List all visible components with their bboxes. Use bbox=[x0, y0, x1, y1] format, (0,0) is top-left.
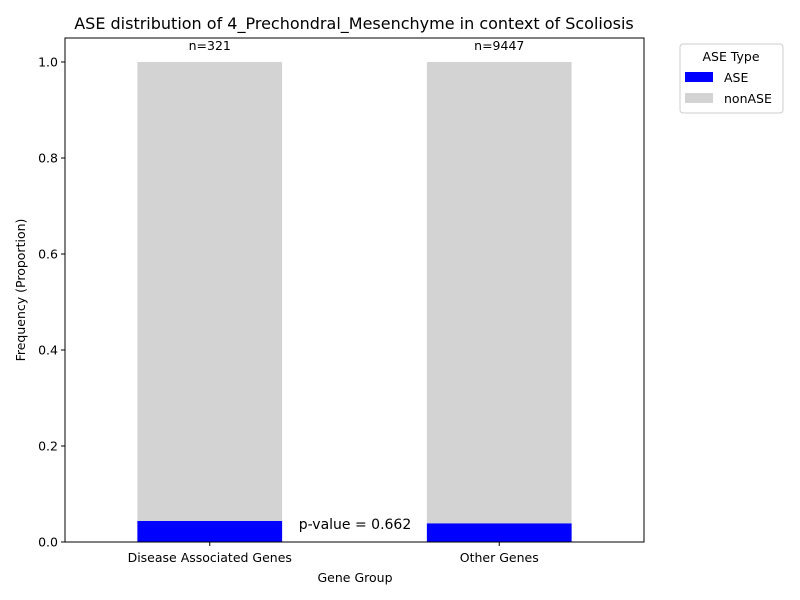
plot-frame bbox=[64, 37, 645, 543]
bar-count-label: n=9447 bbox=[474, 38, 524, 53]
y-tick-label: 0.6 bbox=[38, 247, 58, 262]
y-axis-title: Frequency (Proportion) bbox=[13, 219, 28, 362]
y-tick-label: 0.0 bbox=[38, 535, 58, 550]
y-tick-label: 0.8 bbox=[38, 151, 58, 166]
x-axis: Disease Associated Genes Other Genes bbox=[128, 542, 539, 565]
bar-ase-1 bbox=[137, 520, 283, 542]
bar-nonase-1 bbox=[137, 62, 283, 521]
bar-ase-2 bbox=[426, 523, 572, 542]
y-axis: 0.0 0.2 0.4 0.6 0.8 1.0 bbox=[38, 55, 65, 550]
y-tick-label: 0.2 bbox=[38, 439, 58, 454]
y-tick-label: 0.4 bbox=[38, 343, 58, 358]
legend-swatch-nonase bbox=[685, 93, 713, 103]
legend-label-ase: ASE bbox=[724, 70, 748, 85]
x-tick-label: Other Genes bbox=[460, 550, 539, 565]
x-axis-title: Gene Group bbox=[317, 570, 392, 585]
y-tick-label: 1.0 bbox=[38, 55, 58, 70]
bar-count-label: n=321 bbox=[189, 38, 231, 53]
legend-swatch-ase bbox=[685, 72, 713, 82]
bar-nonase-2 bbox=[426, 62, 572, 524]
plot-marks: n=321 n=9447 bbox=[137, 38, 572, 542]
chart-title: ASE distribution of 4_Prechondral_Mesenc… bbox=[74, 14, 634, 34]
legend: ASE Type ASE nonASE bbox=[679, 43, 784, 114]
x-tick-label: Disease Associated Genes bbox=[128, 550, 292, 565]
legend-title: ASE Type bbox=[702, 49, 759, 64]
legend-label-nonase: nonASE bbox=[724, 91, 772, 106]
pvalue-label: p-value = 0.662 bbox=[299, 517, 412, 533]
